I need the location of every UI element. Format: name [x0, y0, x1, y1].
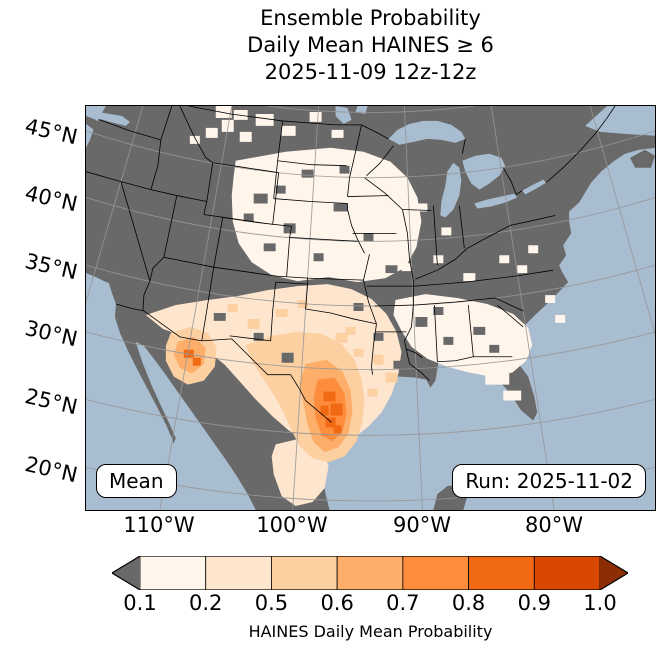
lake-michigan: [440, 162, 462, 218]
map-svg: [86, 106, 655, 510]
colorbar-over-arrow: [600, 556, 628, 590]
lat-tick-label: 25°N: [22, 383, 80, 420]
nova-scotia: [630, 149, 655, 168]
colorbar-tick-label: 0.8: [451, 591, 486, 615]
colorbar-segment: [139, 556, 207, 590]
st-lawrence-gulf: [585, 106, 655, 136]
prob-cells-chihuahua-max: [320, 391, 343, 434]
colorbar-segment: [336, 556, 404, 590]
lat-tick-label: 40°N: [22, 180, 80, 217]
lake-ontario: [522, 179, 547, 195]
mean-label: Mean: [109, 469, 164, 493]
lon-tick-label: 90°W: [393, 513, 451, 537]
colorbar-under-arrow: [112, 556, 140, 590]
strait-juan-de-fuca: [95, 111, 130, 126]
title-line-1: Ensemble Probability: [260, 6, 481, 30]
lake-superior: [388, 120, 466, 145]
lon-tick-label: 100°W: [256, 513, 328, 537]
colorbar-segment: [468, 556, 535, 590]
colorbar-tick-label: 0.7: [386, 591, 420, 615]
probability-field: [145, 106, 566, 507]
run-box: Run: 2025-11-02: [452, 464, 646, 498]
prob-region-southeast: [393, 294, 533, 377]
colorbar-segment: [271, 556, 338, 590]
lat-tick-label: 35°N: [22, 248, 80, 285]
figure-title: Ensemble Probability Daily Mean HAINES ≥…: [85, 5, 656, 86]
colorbar-tick-label: 0.2: [189, 591, 223, 615]
colorbar-label: HAINES Daily Mean Probability: [248, 622, 493, 641]
colorbar: [112, 556, 628, 590]
lon-tick-label: 80°W: [525, 513, 583, 537]
vancouver-island: [86, 115, 102, 130]
state-borders-east: [364, 145, 556, 381]
mexico-us-border: [115, 303, 332, 423]
colorbar-tick-label: 0.6: [320, 591, 354, 615]
inland-water: [95, 106, 655, 218]
colorbar-segment: [533, 556, 601, 590]
lake-winnipeg: [335, 106, 368, 124]
canada-us-border: [188, 106, 616, 195]
prob-region-plains: [231, 147, 422, 283]
colorbar-segment: [205, 556, 272, 590]
graticule-parallels: [86, 106, 655, 502]
political-borders: [86, 106, 616, 423]
mean-box: Mean: [96, 464, 177, 498]
colorbar-tick-label: 0.1: [123, 591, 157, 615]
colorbar-segments: [139, 556, 601, 590]
colorbar-tick-label: 1.0: [583, 591, 617, 615]
prob-cells-northwest: [189, 106, 248, 144]
lake-erie: [474, 193, 518, 209]
run-label: Run: 2025-11-02: [465, 469, 633, 493]
colorbar-segment: [402, 556, 469, 590]
lat-tick-label: 20°N: [22, 451, 80, 488]
map-plot: Mean Run: 2025-11-02: [85, 105, 656, 511]
colorbar-tick-label: 0.9: [517, 591, 551, 615]
lat-tick-label: 45°N: [22, 113, 80, 150]
title-line-3: 2025-11-09 12z-12z: [264, 60, 477, 84]
prob-cells-florida: [485, 372, 522, 401]
colorbar-tick-label: 0.5: [254, 591, 289, 615]
lake-huron: [462, 153, 506, 190]
state-borders-plains: [229, 195, 397, 375]
lon-tick-label: 110°W: [123, 513, 195, 537]
prob-cells-east-scatter: [383, 183, 566, 323]
lat-tick-label: 30°N: [22, 315, 80, 352]
title-line-2: Daily Mean HAINES ≥ 6: [247, 33, 494, 57]
